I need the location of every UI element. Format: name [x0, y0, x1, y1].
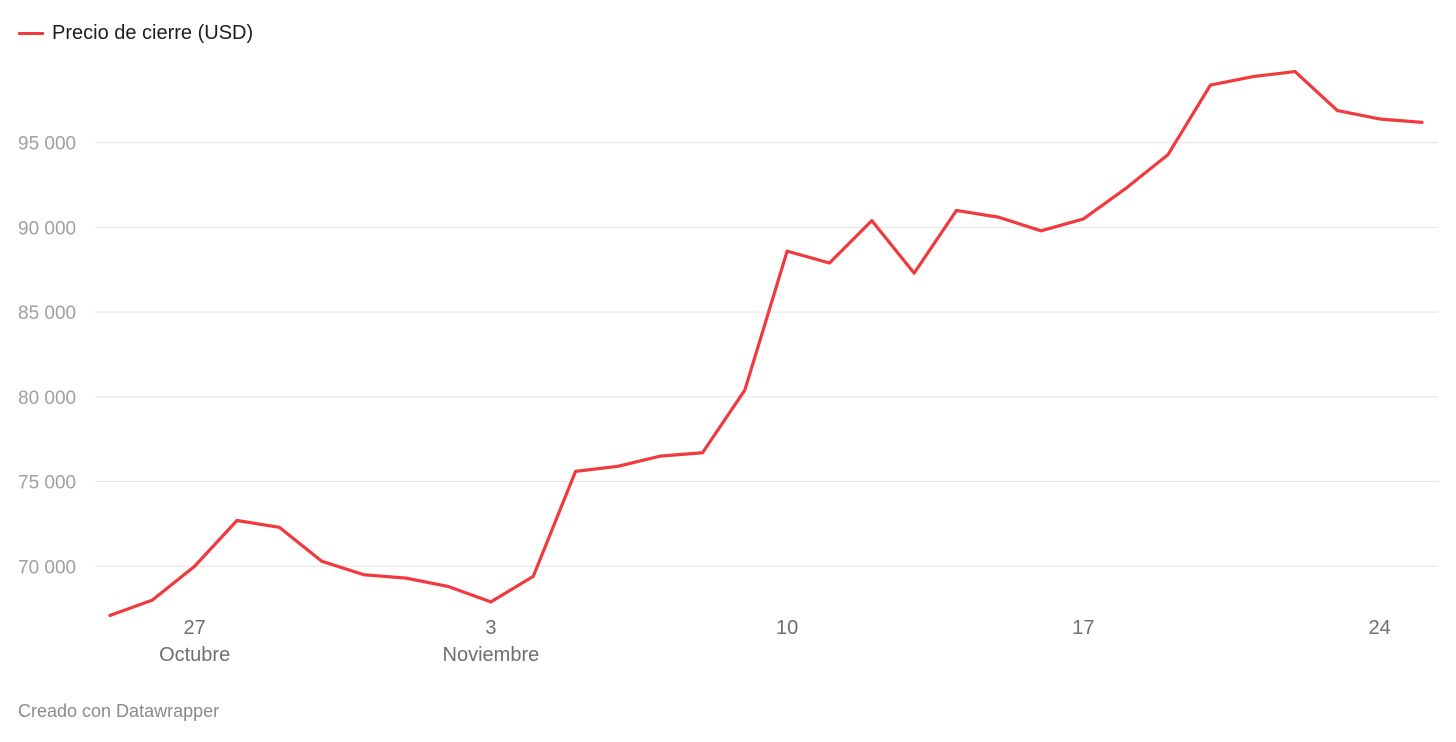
y-tick-label: 75 000 — [18, 473, 76, 494]
data-point — [574, 469, 577, 473]
x-tick-month-label: Noviembre — [443, 644, 540, 666]
data-point — [1378, 117, 1382, 121]
x-tick-label: 10 — [776, 617, 798, 639]
data-point — [955, 209, 958, 212]
x-tick-month-label: Octubre — [159, 644, 230, 666]
data-point — [235, 519, 239, 522]
legend-swatch — [18, 32, 44, 35]
legend-label: Precio de cierre (USD) — [52, 22, 254, 44]
series-line — [108, 69, 1424, 617]
data-point — [997, 215, 1001, 219]
y-tick-label: 90 000 — [18, 218, 76, 239]
data-point — [1124, 187, 1128, 190]
y-tick-label: 70 000 — [18, 557, 76, 578]
data-point — [150, 598, 154, 602]
data-point — [277, 525, 281, 529]
legend: Precio de cierre (USD) — [18, 22, 253, 45]
y-tick-label: 85 000 — [18, 303, 76, 324]
data-point — [489, 600, 493, 604]
data-point — [362, 573, 366, 577]
data-point — [108, 613, 112, 617]
data-point — [658, 454, 662, 458]
data-point — [1082, 217, 1085, 221]
y-tick-label: 95 000 — [18, 134, 76, 155]
data-point — [1039, 229, 1043, 233]
data-point — [1293, 70, 1297, 73]
data-point — [616, 464, 620, 468]
x-tick-label: 27 — [184, 617, 206, 639]
data-point — [785, 249, 789, 253]
data-point — [447, 585, 450, 588]
x-axis-tick-labels: 27 Octubre 3 Noviembre 10 17 24 — [159, 617, 1391, 666]
data-point — [743, 388, 747, 392]
y-tick-label: 80 000 — [18, 388, 76, 409]
data-point — [1208, 83, 1212, 87]
data-point — [1251, 75, 1255, 79]
data-point — [193, 564, 197, 568]
data-point — [320, 559, 324, 563]
y-gridlines — [95, 142, 1438, 567]
y-axis-tick-labels: 70 000 75 000 80 000 85 000 90 000 95 000 — [18, 134, 76, 579]
data-point — [1166, 153, 1170, 156]
data-point — [828, 261, 831, 265]
data-point — [531, 575, 535, 578]
footer-credit: Creado con Datawrapper — [18, 701, 220, 721]
data-point — [1420, 120, 1424, 124]
series-lines — [108, 69, 1424, 617]
data-point — [870, 219, 874, 223]
x-tick-label: 24 — [1369, 617, 1391, 639]
x-tick-label: 3 — [485, 617, 496, 639]
data-point — [404, 576, 408, 580]
data-point — [1335, 109, 1339, 112]
x-tick-label: 17 — [1072, 617, 1094, 639]
data-point — [701, 451, 704, 455]
data-point — [912, 271, 916, 275]
